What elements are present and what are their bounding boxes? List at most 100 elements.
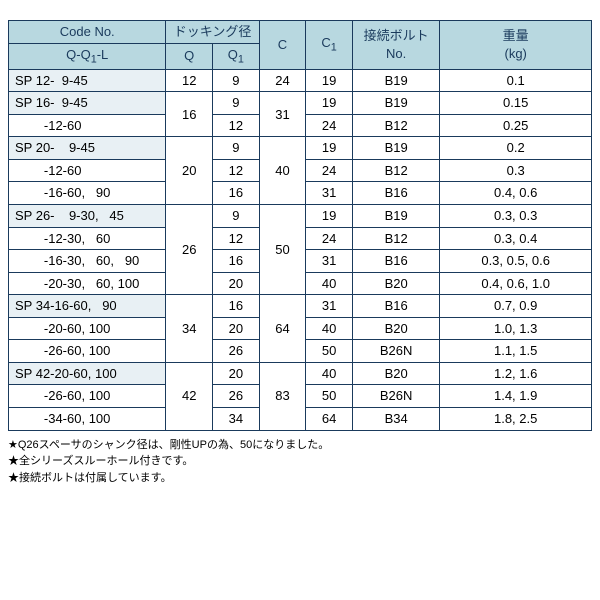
cell-c1: 50	[306, 385, 353, 408]
spec-table: Code No. ドッキング径 C C1 接続ボルトNo. 重量(kg) Q-Q…	[8, 20, 592, 431]
cell-code: -34-60, 100	[9, 407, 166, 430]
cell-code: SP 16- 9-45	[9, 92, 166, 115]
cell-code: -12-60	[9, 114, 166, 137]
cell-code: SP 26- 9-30, 45	[9, 205, 166, 228]
cell-q1: 16	[213, 295, 260, 318]
cell-code: SP 12- 9-45	[9, 69, 166, 92]
note-line: 全シリーズスルーホール付きです。	[8, 453, 592, 470]
cell-c: 40	[259, 137, 306, 205]
cell-weight: 0.7, 0.9	[440, 295, 592, 318]
cell-weight: 0.4, 0.6	[440, 182, 592, 205]
cell-code: -12-60	[9, 159, 166, 182]
cell-q1: 12	[213, 159, 260, 182]
cell-q1: 12	[213, 227, 260, 250]
cell-bolt: B26N	[352, 340, 439, 363]
cell-c1: 24	[306, 159, 353, 182]
cell-c: 64	[259, 295, 306, 363]
cell-bolt: B19	[352, 69, 439, 92]
cell-c1: 31	[306, 182, 353, 205]
cell-q1: 9	[213, 205, 260, 228]
cell-c1: 40	[306, 317, 353, 340]
cell-c1: 19	[306, 137, 353, 160]
cell-q1: 26	[213, 340, 260, 363]
cell-code: -20-30, 60, 100	[9, 272, 166, 295]
cell-q1: 16	[213, 250, 260, 273]
cell-c1: 64	[306, 407, 353, 430]
cell-bolt: B16	[352, 295, 439, 318]
cell-weight: 0.15	[440, 92, 592, 115]
cell-bolt: B19	[352, 137, 439, 160]
th-q: Q	[166, 43, 213, 69]
cell-code: SP 34-16-60, 90	[9, 295, 166, 318]
cell-q1: 9	[213, 69, 260, 92]
table-row: SP 16- 9-451693119B190.15	[9, 92, 592, 115]
cell-bolt: B12	[352, 159, 439, 182]
cell-c: 24	[259, 69, 306, 92]
cell-weight: 0.4, 0.6, 1.0	[440, 272, 592, 295]
note-line: Q26スペーサのシャンク径は、剛性UPの為、50になりました。	[8, 437, 592, 454]
cell-q: 20	[166, 137, 213, 205]
cell-c1: 19	[306, 205, 353, 228]
cell-q1: 20	[213, 362, 260, 385]
cell-c1: 24	[306, 227, 353, 250]
cell-q1: 9	[213, 137, 260, 160]
cell-q1: 12	[213, 114, 260, 137]
cell-code: -12-30, 60	[9, 227, 166, 250]
cell-q: 26	[166, 205, 213, 295]
cell-c1: 40	[306, 272, 353, 295]
cell-q: 16	[166, 92, 213, 137]
cell-q1: 26	[213, 385, 260, 408]
table-row: SP 26- 9-30, 452695019B190.3, 0.3	[9, 205, 592, 228]
cell-code: SP 42-20-60, 100	[9, 362, 166, 385]
cell-bolt: B34	[352, 407, 439, 430]
cell-weight: 0.1	[440, 69, 592, 92]
cell-code: -16-60, 90	[9, 182, 166, 205]
cell-c: 83	[259, 362, 306, 430]
cell-weight: 1.1, 1.5	[440, 340, 592, 363]
cell-q: 42	[166, 362, 213, 430]
cell-code: SP 20- 9-45	[9, 137, 166, 160]
cell-bolt: B20	[352, 362, 439, 385]
cell-bolt: B19	[352, 205, 439, 228]
cell-weight: 0.3, 0.5, 0.6	[440, 250, 592, 273]
cell-c1: 40	[306, 362, 353, 385]
notes: Q26スペーサのシャンク径は、剛性UPの為、50になりました。全シリーズスルーホ…	[8, 437, 592, 487]
th-c: C	[259, 21, 306, 70]
cell-bolt: B12	[352, 114, 439, 137]
cell-c1: 19	[306, 69, 353, 92]
cell-code: -26-60, 100	[9, 340, 166, 363]
cell-bolt: B20	[352, 272, 439, 295]
cell-q1: 20	[213, 272, 260, 295]
cell-q: 12	[166, 69, 213, 92]
th-code: Code No.	[9, 21, 166, 44]
cell-bolt: B16	[352, 250, 439, 273]
cell-bolt: B16	[352, 182, 439, 205]
cell-q1: 20	[213, 317, 260, 340]
cell-q: 34	[166, 295, 213, 363]
cell-code: -20-60, 100	[9, 317, 166, 340]
th-code2: Q-Q1-L	[9, 43, 166, 69]
cell-weight: 1.0, 1.3	[440, 317, 592, 340]
cell-weight: 0.3, 0.4	[440, 227, 592, 250]
cell-c1: 24	[306, 114, 353, 137]
cell-bolt: B20	[352, 317, 439, 340]
cell-weight: 1.2, 1.6	[440, 362, 592, 385]
table-row: SP 34-16-60, 9034166431B160.7, 0.9	[9, 295, 592, 318]
cell-c1: 50	[306, 340, 353, 363]
th-dock: ドッキング径	[166, 21, 259, 44]
table-row: SP 12- 9-451292419B190.1	[9, 69, 592, 92]
cell-q1: 16	[213, 182, 260, 205]
cell-weight: 0.2	[440, 137, 592, 160]
cell-bolt: B12	[352, 227, 439, 250]
cell-c1: 31	[306, 250, 353, 273]
cell-c: 50	[259, 205, 306, 295]
cell-weight: 0.3	[440, 159, 592, 182]
th-bolt: 接続ボルトNo.	[352, 21, 439, 70]
cell-bolt: B19	[352, 92, 439, 115]
cell-code: -16-30, 60, 90	[9, 250, 166, 273]
cell-c1: 31	[306, 295, 353, 318]
table-row: SP 42-20-60, 10042208340B201.2, 1.6	[9, 362, 592, 385]
cell-weight: 0.25	[440, 114, 592, 137]
cell-q1: 34	[213, 407, 260, 430]
cell-code: -26-60, 100	[9, 385, 166, 408]
